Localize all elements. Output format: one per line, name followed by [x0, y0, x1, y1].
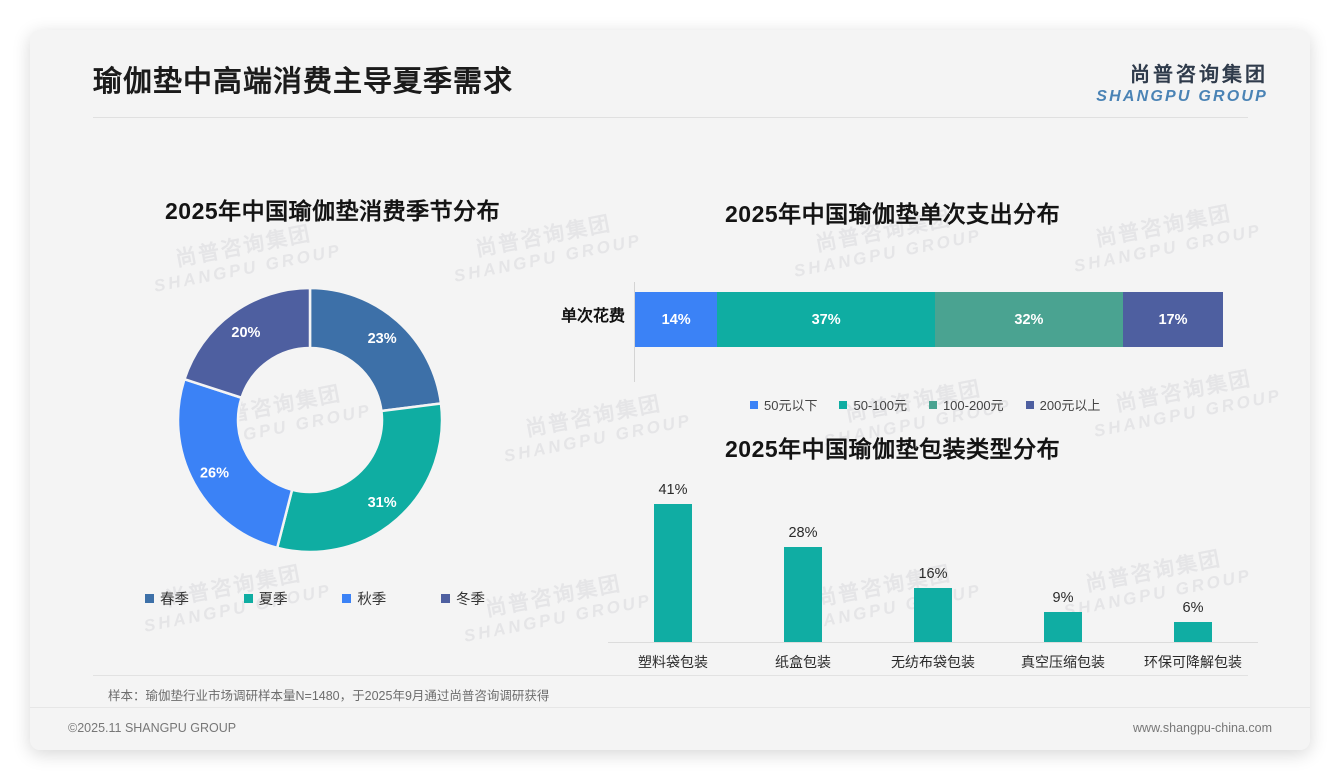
column-group: 9%: [998, 490, 1128, 642]
season-donut-title: 2025年中国瑜伽垫消费季节分布: [165, 198, 501, 224]
packaging-baseline: [608, 642, 1258, 643]
legend-swatch: [145, 594, 154, 603]
stacked-bar-axis-line: [634, 282, 635, 382]
donut-segment[interactable]: [182, 286, 312, 400]
column-value-label: 16%: [918, 565, 948, 582]
column-group: 41%: [608, 482, 738, 642]
donut-svg: 23% 31% 26% 20%: [176, 286, 444, 554]
brand-name-cn: 尚普咨询集团: [1130, 64, 1268, 86]
column-category-label: 塑料袋包装: [638, 654, 708, 670]
column-group: 28%: [738, 490, 868, 642]
legend-label: 夏季: [258, 592, 288, 608]
column-bar[interactable]: [1044, 611, 1082, 642]
spend-chart-legend: 50元以下 50-100元 100-200元 200元以上: [750, 395, 1100, 414]
footer-website[interactable]: www.shangpu-china.com: [1133, 721, 1272, 735]
brand-name-en: SHANGPU GROUP: [1096, 88, 1268, 105]
legend-label: 春季: [160, 592, 189, 608]
legend-swatch: [1025, 400, 1034, 409]
column-category-label: 真空压缩包装: [1021, 654, 1105, 670]
legend-swatch: [342, 594, 352, 603]
charts-region: 2025年中国瑜伽垫消费季节分布 23% 31% 26% 20% 春季 夏季 秋季 冬季 2…: [30, 30, 1310, 750]
column-bar[interactable]: [914, 587, 952, 642]
legend-swatch: [750, 400, 758, 409]
donut-segment-label: 20%: [231, 325, 260, 341]
footer-copyright: ©2025.11 SHANGPU GROUP: [68, 721, 237, 735]
packaging-column-panel: 2025年中国瑜伽垫包装类型分布 41% 28% 16% 9% 6% 塑料袋包装 纸盒包装…: [590, 420, 1290, 710]
column-category-label: 环保可降解包装: [1144, 654, 1242, 670]
stacked-bar-segment[interactable]: 17%: [1123, 292, 1223, 347]
legend-swatch: [243, 594, 253, 603]
donut-segment[interactable]: [308, 286, 443, 413]
season-donut-panel: 2025年中国瑜伽垫消费季节分布 23% 31% 26% 20% 春季 夏季 秋季 冬季: [90, 170, 600, 670]
season-donut-legend: 春季 夏季 秋季 冬季: [145, 588, 485, 609]
column-value-label: 6%: [1182, 599, 1204, 616]
footer: ©2025.11 SHANGPU GROUP www.shangpu-china…: [30, 707, 1310, 750]
column-bar[interactable]: [784, 547, 822, 642]
column-category-label: 无纺布袋包装: [891, 654, 975, 670]
column-value-label: 9%: [1052, 589, 1074, 606]
donut-segment[interactable]: [275, 402, 444, 554]
legend-item[interactable]: 100-200元: [928, 395, 1004, 414]
legend-item[interactable]: 夏季: [243, 588, 288, 609]
column-bar[interactable]: [1174, 621, 1212, 642]
footnote: 样本：瑜伽垫行业市场调研样本量N=1480，于2025年9月通过尚普咨询调研获得: [108, 689, 550, 703]
footnote-divider: [93, 675, 1248, 676]
legend-item[interactable]: 200元以上: [1025, 395, 1101, 414]
spend-stacked-panel: 2025年中国瑜伽垫单次支出分布 单次花费 14% 37% 32% 17% 50元以下…: [561, 170, 1290, 420]
column-category-label: 纸盒包装: [775, 654, 831, 670]
legend-swatch: [440, 594, 450, 603]
legend-item[interactable]: 50元以下: [750, 395, 817, 414]
legend-label: 200元以上: [1039, 398, 1101, 413]
column-bar[interactable]: [654, 503, 692, 642]
legend-label: 秋季: [357, 592, 387, 608]
donut-segment-label: 31%: [368, 495, 397, 511]
donut-segment[interactable]: [176, 377, 294, 550]
stacked-bar-segment[interactable]: 14%: [635, 292, 718, 347]
donut-segment-label: 23%: [368, 331, 397, 347]
header: 瑜伽垫中高端消费主导夏季需求 尚普咨询集团 SHANGPU GROUP: [30, 30, 1310, 120]
stacked-bar-segment[interactable]: 32%: [934, 292, 1124, 347]
legend-item[interactable]: 春季: [145, 588, 189, 609]
page-title: 瑜伽垫中高端消费主导夏季需求: [93, 66, 514, 98]
stacked-bar-category-label: 单次花费: [560, 308, 625, 325]
legend-label: 50-100元: [853, 398, 907, 413]
legend-item[interactable]: 秋季: [342, 588, 386, 609]
stacked-bar: 14% 37% 32% 17%: [635, 292, 1223, 347]
legend-label: 冬季: [455, 592, 485, 608]
season-donut-chart: 23% 31% 26% 20%: [165, 275, 455, 565]
column-group: 16%: [868, 490, 998, 642]
brand-logo: 尚普咨询集团 SHANGPU GROUP: [1096, 58, 1268, 106]
legend-label: 100-200元: [942, 398, 1004, 413]
donut-segment-label: 26%: [200, 466, 229, 482]
header-divider: [93, 117, 1248, 118]
spend-chart-title: 2025年中国瑜伽垫单次支出分布: [725, 201, 1061, 227]
column-group: 6%: [1128, 490, 1258, 642]
packaging-plot-area: 41% 28% 16% 9% 6%: [608, 482, 1258, 642]
legend-swatch: [839, 400, 848, 409]
legend-item[interactable]: 冬季: [440, 588, 485, 609]
stacked-bar-segment[interactable]: 37%: [717, 292, 935, 347]
slide-card: 尚普咨询集团 SHANGPU GROUP 尚普咨询集团 SHANGPU GROUP …: [30, 30, 1310, 750]
legend-swatch: [928, 400, 937, 409]
legend-item[interactable]: 50-100元: [839, 395, 907, 414]
legend-label: 50元以下: [764, 398, 818, 413]
column-value-label: 28%: [788, 525, 818, 542]
column-value-label: 41%: [658, 481, 688, 498]
packaging-chart-title: 2025年中国瑜伽垫包装类型分布: [725, 436, 1061, 462]
